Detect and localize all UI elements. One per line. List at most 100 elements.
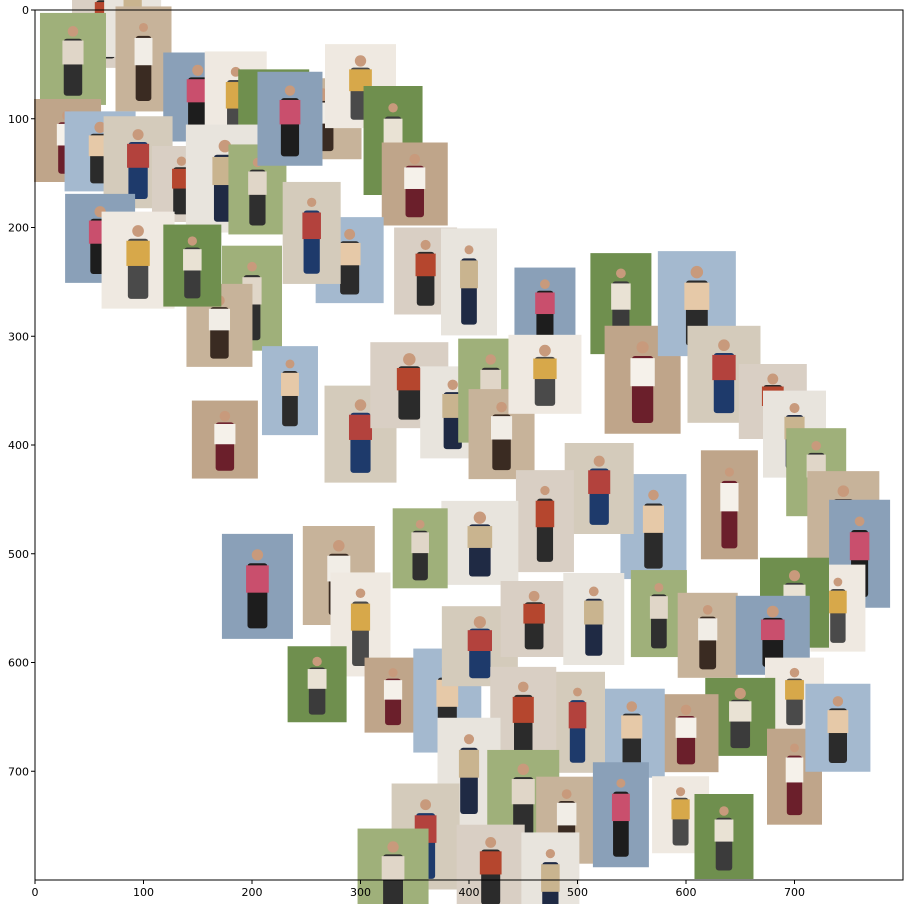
thumbnail-garment (467, 630, 493, 651)
y-tick-label: 300 (8, 330, 29, 343)
thumbnail-head (285, 359, 295, 369)
thumbnail-head (139, 22, 148, 32)
thumbnail-garment (302, 212, 321, 240)
thumbnail-garment (436, 679, 459, 707)
thumbnail-point (257, 71, 323, 166)
thumbnail-head (485, 836, 497, 848)
thumbnail-garment (829, 590, 847, 614)
thumbnail-head (539, 344, 551, 357)
thumbnail-head (312, 656, 322, 667)
thumbnail-garment (349, 69, 372, 92)
thumbnail-head (415, 519, 425, 529)
thumbnail-point (330, 572, 391, 677)
thumbnail-head (588, 586, 599, 597)
thumbnail-garment (415, 253, 436, 277)
thumbnail-head (67, 26, 79, 37)
x-tick-label: 500 (567, 886, 588, 899)
thumbnail-garment (556, 802, 577, 826)
thumbnail-point (604, 325, 681, 434)
thumbnail-point (282, 181, 341, 284)
x-tick-label: 600 (676, 886, 697, 899)
thumbnail-head (734, 687, 746, 700)
thumbnail-point (705, 677, 776, 756)
thumbnail-head (485, 354, 496, 365)
thumbnail-head (833, 577, 843, 587)
thumbnail-point (441, 500, 519, 585)
x-tick-label: 700 (784, 886, 805, 899)
thumbnail-head (307, 197, 317, 207)
thumbnail-head (219, 410, 231, 422)
thumbnail-head (766, 605, 779, 618)
thumbnail-head (561, 789, 572, 799)
x-tick-label: 200 (242, 886, 263, 899)
thumbnail-point (228, 144, 287, 235)
thumbnail-head (517, 763, 530, 776)
y-tick-label: 0 (22, 4, 29, 17)
thumbnail-head (540, 279, 550, 290)
thumbnail-head (616, 778, 626, 788)
thumbnail-point (39, 12, 106, 105)
thumbnail-head (354, 399, 367, 411)
thumbnail-head (789, 667, 800, 678)
thumbnail-head (333, 540, 345, 552)
thumbnail-garment (698, 618, 718, 641)
thumbnail-head (690, 265, 704, 279)
thumbnail-head (132, 225, 144, 237)
thumbnail-head (788, 570, 801, 582)
x-tick-label: 100 (133, 886, 154, 899)
thumbnail-garment (535, 500, 555, 528)
y-tick-label: 400 (8, 439, 29, 452)
thumbnail-head (387, 841, 399, 853)
thumbnail-garment (675, 717, 697, 738)
thumbnail-garment (671, 799, 690, 820)
thumbnail-head (420, 239, 431, 250)
thumbnail-head (724, 467, 734, 477)
thumbnail-point (221, 533, 293, 639)
thumbnail-head (132, 129, 144, 141)
thumbnail-garment (381, 856, 405, 881)
thumbnail-head (854, 516, 865, 527)
thumbnail-head (767, 373, 779, 385)
thumbnail-garment (535, 292, 555, 315)
thumbnail-garment (396, 367, 422, 391)
thumbnail-head (409, 153, 421, 165)
thumbnail-head (540, 485, 550, 496)
thumbnail-garment (785, 757, 804, 783)
thumbnail-point (805, 683, 871, 772)
thumbnail-head (344, 228, 356, 240)
thumbnail-head (718, 339, 730, 352)
thumbnail-head (680, 704, 692, 715)
thumbnail-head (187, 236, 197, 246)
thumbnail-garment (642, 505, 665, 533)
thumbnail-head (447, 379, 458, 390)
thumbnail-garment (404, 167, 426, 189)
thumbnail-point (364, 657, 422, 733)
thumbnail-garment (183, 249, 202, 271)
thumbnail-garment (208, 308, 231, 331)
thumbnail-garment (338, 242, 361, 266)
thumbnail-garment (127, 143, 150, 168)
thumbnail-point (392, 508, 448, 589)
thumbnail-head (719, 806, 729, 816)
thumbnail-point (630, 570, 687, 658)
thumbnail-garment (383, 118, 403, 148)
thumbnail-garment (541, 864, 560, 892)
thumbnail-head (473, 616, 486, 629)
thumbnail-head (388, 103, 398, 113)
thumbnail-garment (281, 372, 299, 396)
y-tick-label: 700 (8, 765, 29, 778)
thumbnail-point (592, 762, 649, 868)
thumbnail-point (115, 6, 172, 112)
thumbnail-head (790, 743, 799, 753)
thumbnail-garment (760, 619, 785, 641)
thumbnail-head (702, 605, 713, 615)
thumbnail-garment (827, 710, 849, 734)
thumbnail-head (517, 681, 529, 693)
thumbnail-garment (533, 358, 557, 380)
y-tick-label: 200 (8, 222, 29, 235)
thumbnail-head (464, 245, 474, 255)
thumbnail-layer (34, 0, 891, 904)
thumbnail-head (616, 268, 626, 279)
thumbnail-point (357, 828, 429, 904)
thumbnail-head (247, 261, 257, 272)
